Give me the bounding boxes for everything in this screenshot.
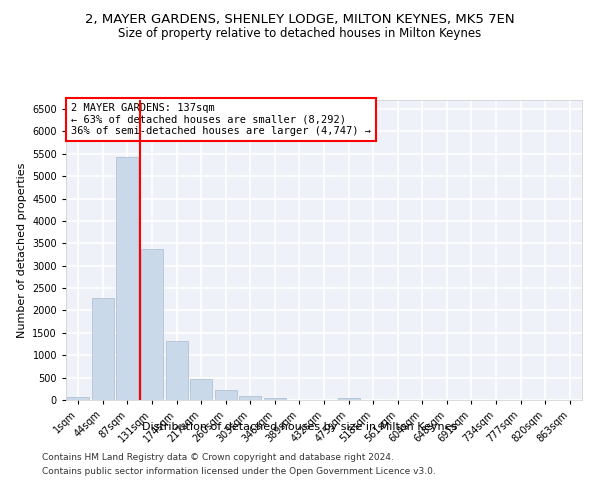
- Text: Contains public sector information licensed under the Open Government Licence v3: Contains public sector information licen…: [42, 467, 436, 476]
- Bar: [264, 398, 286, 400]
- Text: Distribution of detached houses by size in Milton Keynes: Distribution of detached houses by size …: [142, 422, 458, 432]
- Bar: [190, 378, 212, 400]
- Text: Contains HM Land Registry data © Crown copyright and database right 2024.: Contains HM Land Registry data © Crown c…: [42, 454, 394, 462]
- Bar: [116, 158, 139, 400]
- Text: 2, MAYER GARDENS, SHENLEY LODGE, MILTON KEYNES, MK5 7EN: 2, MAYER GARDENS, SHENLEY LODGE, MILTON …: [85, 12, 515, 26]
- Bar: [67, 397, 89, 400]
- Bar: [92, 298, 114, 400]
- Bar: [141, 248, 163, 400]
- Bar: [215, 390, 237, 400]
- Bar: [166, 342, 188, 400]
- Text: Size of property relative to detached houses in Milton Keynes: Size of property relative to detached ho…: [118, 28, 482, 40]
- Text: 2 MAYER GARDENS: 137sqm
← 63% of detached houses are smaller (8,292)
36% of semi: 2 MAYER GARDENS: 137sqm ← 63% of detache…: [71, 103, 371, 136]
- Y-axis label: Number of detached properties: Number of detached properties: [17, 162, 26, 338]
- Bar: [239, 396, 262, 400]
- Bar: [338, 398, 359, 400]
